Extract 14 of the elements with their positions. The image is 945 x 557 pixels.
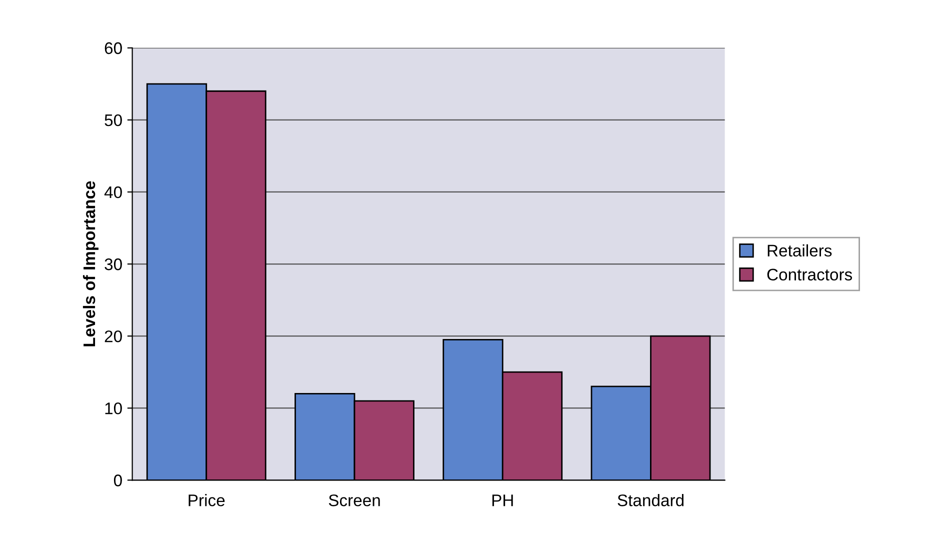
y-tick-label: 30 <box>104 258 122 270</box>
x-tick-label: PH <box>492 494 513 506</box>
y-tick-label: 40 <box>104 186 122 198</box>
x-tick-label: Screen <box>328 494 380 506</box>
y-tick-label: 10 <box>105 402 122 414</box>
legend-label: Retailers <box>768 244 832 257</box>
y-tick-label: 20 <box>104 330 122 342</box>
x-tick-label: Price <box>188 494 225 506</box>
y-axis-title: Levels of Importance <box>82 181 98 346</box>
y-tick-label: 60 <box>104 42 122 54</box>
legend-label: Contractors <box>767 268 852 281</box>
x-tick-label: Standard <box>618 494 684 506</box>
y-tick-label: 50 <box>104 114 122 126</box>
y-tick-label: 0 <box>114 474 122 486</box>
